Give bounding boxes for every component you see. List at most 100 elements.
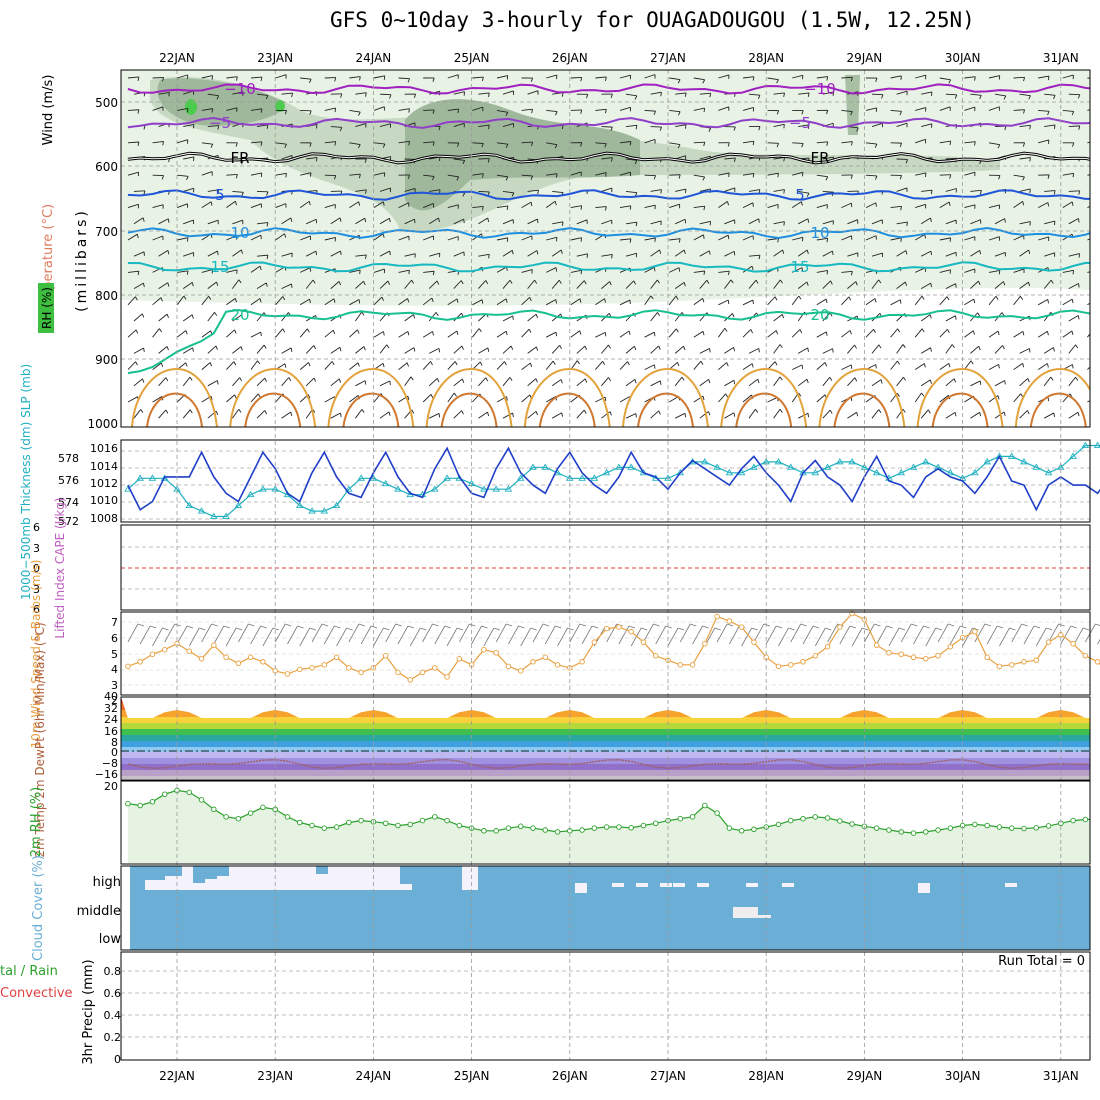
wind-barb [349, 173, 361, 176]
wind-barb [1087, 205, 1090, 209]
wind-barb [742, 140, 754, 144]
wind-barb [822, 250, 833, 257]
wind-barb-flag [628, 330, 631, 335]
wind10-barb-flag [186, 625, 194, 629]
wind-barb-flag [1003, 411, 1006, 417]
wind-barb [792, 364, 803, 371]
wind-barb-flag [825, 176, 829, 181]
wind-barb-flag [654, 364, 656, 369]
wind-barb-flag [1047, 202, 1049, 207]
rh2m-ylabel: 2m RH (%) [29, 787, 44, 858]
wind-barb-flag [881, 94, 884, 99]
wind-barb-flag [896, 392, 900, 397]
wind-barb-flag [1047, 111, 1050, 116]
wind-barb [127, 270, 139, 273]
wind-barb-flag [930, 347, 932, 352]
wind-barb-flag [488, 92, 490, 97]
wind-barb-flag [461, 345, 464, 350]
wind-barb [551, 279, 560, 289]
wind-barb [964, 236, 976, 241]
wind-barb [281, 411, 291, 419]
wind-barb-flag [653, 175, 657, 180]
precip-tick-02: 0.2 [104, 1031, 122, 1044]
wind-barb [1068, 315, 1079, 322]
thickness-point [848, 457, 856, 465]
li-tick-0: 6 [33, 521, 40, 534]
wind-barb-flag [1095, 362, 1097, 366]
wind-barb-flag [559, 345, 562, 350]
wind-barb [669, 77, 681, 81]
wind-barb [1043, 347, 1054, 354]
wind-barb [472, 142, 484, 144]
wind-barb [841, 76, 853, 79]
wind-barb [644, 295, 652, 306]
wind-barb [816, 141, 828, 144]
wind-barb-flag [775, 330, 779, 335]
thickness-line [127, 444, 1100, 518]
slp-tick-1016: 1016 [90, 442, 118, 455]
wind-barb-flag [457, 109, 460, 114]
frame-temp [120, 696, 1091, 781]
wind-barb [1087, 400, 1090, 403]
wind-barb-flag [211, 108, 214, 113]
date-bottom-24JAN: 24JAN [356, 1069, 392, 1083]
wind-barb-flag [189, 409, 193, 414]
thickness-point [492, 485, 500, 492]
wind-barb-flag [580, 142, 583, 147]
wind-barb-flag [358, 299, 361, 304]
temp-color-band [121, 752, 1090, 758]
wind-barb-flag [653, 110, 656, 115]
wind-barb [330, 378, 340, 387]
thickness-point [872, 468, 881, 476]
wind-barb-flag [382, 233, 385, 238]
wind-barb-flag [338, 378, 342, 383]
rh2m-point [935, 827, 941, 833]
wind-barb-flag [700, 360, 704, 365]
wind-barb [748, 378, 759, 387]
wind-barb [724, 187, 735, 192]
wind-barb [822, 312, 831, 322]
wind-barb-flag [905, 159, 909, 164]
wind-barb-flag [137, 271, 140, 276]
wind-barb [447, 108, 459, 111]
wind-barb [1019, 93, 1031, 97]
wind-barb-flag [481, 143, 484, 148]
cloud-high-gap-block [673, 883, 685, 887]
wind10-barb-flag [690, 623, 697, 627]
wind-tick-3: 3 [111, 679, 118, 692]
wind-barb-flag [776, 79, 779, 84]
wind10-barb-flag [211, 623, 218, 627]
wind-yticks: 7 6 5 4 3 2 [111, 616, 118, 707]
wind10-barb-flag [886, 625, 893, 629]
wind-barb [896, 90, 908, 95]
wind-barb [792, 142, 804, 144]
wind-barb [447, 236, 459, 241]
wind-barb [478, 190, 490, 193]
wind-barb [281, 155, 293, 160]
wind-barb [601, 377, 609, 387]
frame-upper [120, 69, 1091, 428]
wind-barb [158, 282, 169, 289]
rh2m-point [898, 829, 904, 835]
wind-barb-flag [1022, 142, 1026, 147]
wind-barb [865, 328, 874, 338]
wind-barb-flag [733, 126, 736, 131]
wind-barb [275, 172, 287, 176]
warm-contour [637, 392, 694, 427]
wind-barb [478, 377, 487, 387]
wind-barb-flag [309, 298, 311, 304]
wind-barb [988, 395, 999, 403]
wind-barb [816, 298, 827, 306]
rh2m-point [444, 817, 450, 824]
wind-barb-flag [1029, 221, 1031, 226]
wind-barb [1093, 282, 1100, 289]
wind-barb [644, 364, 655, 371]
wind10-point [788, 662, 794, 668]
thickness-point [639, 468, 648, 476]
wind-barb [226, 361, 235, 370]
wind-barb-flag [165, 409, 169, 414]
wind-barb [152, 140, 164, 144]
warm-contour [425, 368, 513, 427]
wind-barb [275, 142, 287, 145]
wind-barb-flag [1046, 363, 1049, 368]
